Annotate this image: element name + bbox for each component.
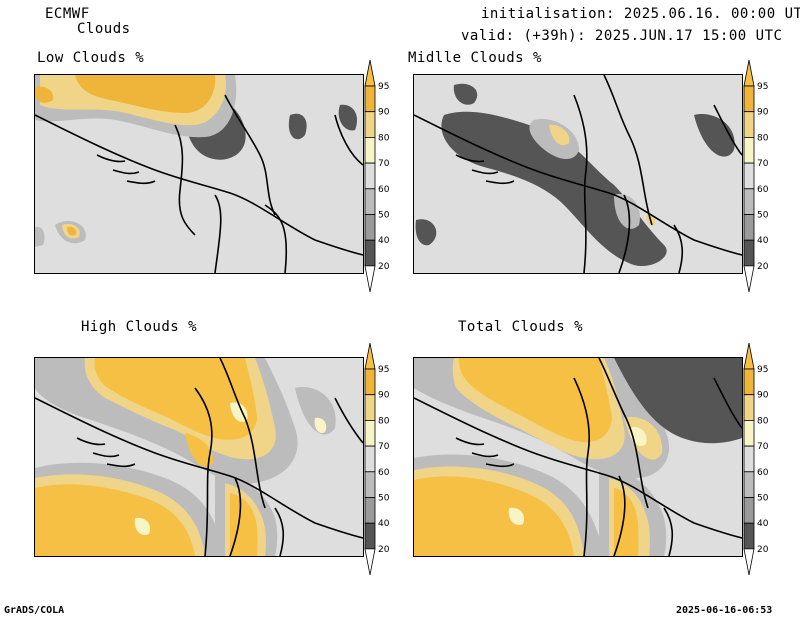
colorbar-level-label: 80 <box>378 133 390 143</box>
colorbar-level-label: 70 <box>378 442 390 452</box>
cloud-area-20 <box>415 83 735 266</box>
colorbar-level-label: 95 <box>378 365 389 375</box>
colorbar-level-label: 40 <box>378 236 390 246</box>
colorbar-segment <box>743 85 755 113</box>
colorbar-level-label: 20 <box>378 262 390 272</box>
colorbar-high: 95 90 80 70 60 50 40 20 <box>364 343 390 575</box>
borders <box>35 94 363 273</box>
colorbar-level-label: 95 <box>757 365 768 375</box>
colorbar-level-label: 80 <box>757 416 769 426</box>
colorbar-level-label: 90 <box>757 391 769 401</box>
colorbar-segment <box>364 497 376 524</box>
colorbar-segment <box>364 368 376 396</box>
colorbar-level-label: 60 <box>378 468 390 478</box>
colorbar-segment <box>743 445 755 473</box>
colorbar-segment <box>743 394 755 421</box>
colorbar-segment <box>364 445 376 473</box>
colorbar-segment <box>364 111 376 138</box>
colorbar-level-label: 40 <box>757 236 769 246</box>
total-clouds-map <box>414 358 742 556</box>
colorbar-segment <box>743 111 755 138</box>
panel-title-low: Low Clouds % <box>37 50 145 66</box>
colorbar-level-label: 60 <box>378 185 390 195</box>
borders <box>35 358 363 556</box>
colorbar-segment <box>364 420 376 447</box>
colorbar-arrow-top <box>364 60 376 87</box>
colorbar-segment <box>743 522 755 550</box>
colorbar-level-label: 95 <box>378 82 389 92</box>
panel-title-high: High Clouds % <box>81 319 198 335</box>
colorbar-level-label: 60 <box>757 185 769 195</box>
colorbar-segment <box>743 162 755 190</box>
colorbar-segment <box>364 214 376 241</box>
cloud-area-95 <box>35 358 258 556</box>
map-panel-middle <box>413 74 743 274</box>
panel-title-middle: Midlle Clouds % <box>408 50 542 66</box>
colorbar-arrow-bottom <box>364 265 376 292</box>
colorbar-total: 95 90 80 70 60 50 40 20 <box>743 343 769 575</box>
model-name: ECMWF <box>45 6 90 22</box>
colorbar-arrow-top <box>364 343 376 370</box>
colorbar-arrow-top <box>743 60 755 87</box>
colorbar-segment <box>743 214 755 241</box>
map-panel-total <box>413 357 743 557</box>
colorbar-level-label: 20 <box>757 545 769 555</box>
colorbar-level-label: 80 <box>757 133 769 143</box>
colorbar-level-label: 70 <box>757 442 769 452</box>
colorbar-segment <box>364 188 376 215</box>
cloud-area-70 <box>134 402 327 536</box>
colorbar-segment <box>364 471 376 498</box>
map-panel-high <box>34 357 364 557</box>
colorbar-level-label: 20 <box>757 262 769 272</box>
cloud-area-20 <box>614 358 742 444</box>
colorbar-arrow-bottom <box>743 548 755 575</box>
colorbar-segment <box>364 522 376 550</box>
panel-title-total: Total Clouds % <box>458 319 584 335</box>
colorbar-level-label: 50 <box>378 211 390 221</box>
high-clouds-map <box>35 358 363 556</box>
colorbar-level-label: 70 <box>757 159 769 169</box>
colorbar-level-label: 40 <box>757 519 769 529</box>
colorbar-level-label: 60 <box>757 468 769 478</box>
colorbar-segment <box>743 137 755 164</box>
colorbar-level-label: 50 <box>757 494 769 504</box>
colorbar-segment <box>743 471 755 498</box>
initialisation-time: initialisation: 2025.06.16. 00:00 UTC <box>481 6 800 22</box>
colorbar-level-label: 90 <box>757 108 769 118</box>
colorbar-level-label: 20 <box>378 545 390 555</box>
low-clouds-map <box>35 75 363 273</box>
valid-time: valid: (+39h): 2025.JUN.17 15:00 UTC <box>461 28 783 44</box>
colorbar-arrow-top <box>743 343 755 370</box>
colorbar-level-label: 80 <box>378 416 390 426</box>
colorbar-segment <box>364 162 376 190</box>
colorbar-segment <box>364 137 376 164</box>
colorbar-segment <box>743 497 755 524</box>
colorbar-segment <box>743 188 755 215</box>
colorbar-level-label: 95 <box>757 82 768 92</box>
colorbar-segment <box>743 239 755 267</box>
map-panel-low <box>34 74 364 274</box>
borders <box>414 358 742 556</box>
colorbar-level-label: 90 <box>378 108 390 118</box>
borders <box>414 75 742 273</box>
colorbar-middle: 95 90 80 70 60 50 40 20 <box>743 60 769 292</box>
colorbar-segment <box>364 394 376 421</box>
cloud-area-90 <box>35 75 216 236</box>
colorbar-segment <box>364 239 376 267</box>
colorbar-level-label: 70 <box>378 159 390 169</box>
product-name: Clouds <box>77 21 131 37</box>
colorbar-level-label: 50 <box>378 494 390 504</box>
footer-credit: GrADS/COLA <box>4 605 65 616</box>
colorbar-level-label: 40 <box>378 519 390 529</box>
middle-clouds-map <box>414 75 742 273</box>
colorbar-level-label: 90 <box>378 391 390 401</box>
colorbar-segment <box>743 420 755 447</box>
colorbar-arrow-bottom <box>364 548 376 575</box>
colorbar-low: 95 90 80 70 60 50 40 20 <box>364 60 390 292</box>
colorbar-arrow-bottom <box>743 265 755 292</box>
footer-timestamp: 2025-06-16-06:53 <box>676 605 773 616</box>
colorbar-level-label: 50 <box>757 211 769 221</box>
colorbar-segment <box>364 85 376 113</box>
colorbar-segment <box>743 368 755 396</box>
